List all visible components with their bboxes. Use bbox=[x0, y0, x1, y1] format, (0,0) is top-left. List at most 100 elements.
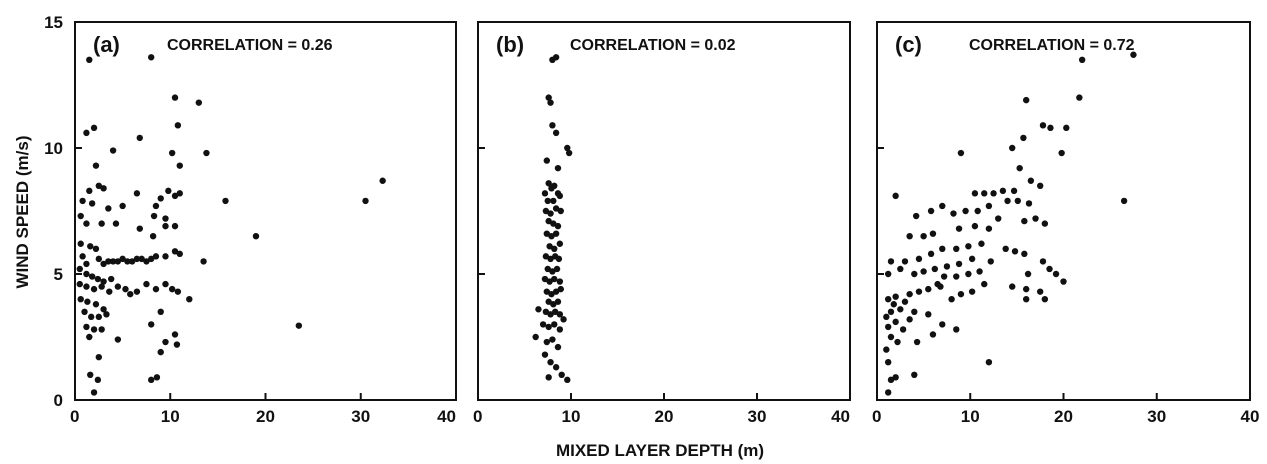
data-point bbox=[940, 273, 948, 280]
data-point bbox=[138, 255, 145, 263]
data-point bbox=[90, 285, 98, 293]
data-point bbox=[556, 192, 564, 200]
data-point bbox=[1039, 258, 1047, 265]
data-point bbox=[565, 149, 573, 157]
data-point bbox=[1020, 134, 1027, 142]
data-point bbox=[95, 313, 103, 321]
data-point bbox=[892, 293, 899, 300]
data-point bbox=[1024, 270, 1032, 278]
panel-label: (b) bbox=[496, 32, 524, 57]
data-point bbox=[90, 124, 98, 132]
data-point bbox=[100, 306, 107, 313]
data-point bbox=[92, 301, 100, 308]
data-point bbox=[176, 190, 183, 197]
y-axis-label: WIND SPEED (m/s) bbox=[13, 135, 32, 288]
data-point bbox=[112, 220, 120, 227]
data-point bbox=[915, 255, 923, 263]
data-point bbox=[927, 250, 935, 258]
data-point bbox=[912, 212, 920, 220]
data-point bbox=[92, 162, 100, 169]
data-point bbox=[95, 353, 103, 361]
data-point bbox=[884, 359, 892, 366]
data-point bbox=[1039, 122, 1047, 129]
data-point bbox=[171, 192, 179, 200]
data-point bbox=[541, 351, 549, 358]
y-tick-label: 15 bbox=[44, 13, 63, 32]
data-point bbox=[950, 210, 957, 217]
data-point bbox=[1130, 51, 1137, 58]
data-point bbox=[985, 202, 993, 210]
data-point bbox=[98, 220, 105, 227]
data-point bbox=[883, 346, 890, 353]
data-point bbox=[200, 258, 207, 265]
data-point bbox=[552, 129, 560, 137]
panels-group: 0 10 20 30 40 0 5 10 15 (a) CORRELATION = 0.26 0 10 2… bbox=[44, 13, 1259, 426]
data-point bbox=[551, 182, 558, 189]
data-point bbox=[76, 265, 83, 273]
data-point bbox=[152, 285, 160, 293]
data-point bbox=[165, 187, 172, 195]
data-point bbox=[906, 290, 913, 298]
data-point bbox=[1041, 220, 1049, 227]
data-point bbox=[897, 265, 904, 273]
data-point bbox=[911, 270, 918, 278]
data-point bbox=[995, 215, 1002, 222]
data-point bbox=[887, 258, 895, 265]
data-point bbox=[88, 200, 96, 207]
data-point bbox=[1063, 124, 1070, 132]
data-point bbox=[925, 311, 932, 318]
data-point bbox=[564, 144, 571, 152]
data-point bbox=[1025, 200, 1033, 207]
data-point bbox=[939, 245, 946, 252]
data-point bbox=[143, 280, 150, 288]
data-point bbox=[990, 190, 997, 197]
data-point bbox=[362, 197, 369, 205]
data-point bbox=[962, 207, 969, 215]
panel-a: 0 10 20 30 40 0 5 10 15 (a) CORRELATION = 0.26 bbox=[44, 13, 457, 426]
data-point bbox=[552, 230, 560, 237]
data-point bbox=[176, 250, 183, 258]
data-point bbox=[79, 197, 86, 205]
data-point bbox=[174, 122, 182, 129]
data-point bbox=[551, 321, 558, 328]
data-point bbox=[1022, 96, 1030, 104]
x-tick-label: 40 bbox=[1241, 407, 1260, 426]
data-point bbox=[887, 333, 895, 341]
data-point bbox=[87, 371, 94, 378]
data-point bbox=[554, 343, 562, 351]
data-point bbox=[953, 273, 960, 280]
data-point bbox=[109, 147, 117, 154]
data-point bbox=[978, 240, 985, 247]
data-point bbox=[557, 207, 564, 215]
data-point bbox=[957, 290, 965, 298]
x-tick-label: 0 bbox=[872, 407, 881, 426]
data-point bbox=[553, 265, 561, 273]
data-point bbox=[976, 268, 983, 275]
data-point bbox=[1002, 245, 1009, 252]
x-tick-label: 40 bbox=[437, 407, 456, 426]
data-point bbox=[83, 260, 90, 268]
data-point bbox=[937, 283, 944, 290]
data-point bbox=[143, 258, 150, 265]
data-point bbox=[150, 212, 158, 220]
data-point bbox=[899, 326, 907, 333]
data-point bbox=[931, 265, 939, 273]
x-tick-label: 20 bbox=[1054, 407, 1073, 426]
data-point bbox=[87, 243, 94, 250]
data-point bbox=[974, 207, 981, 215]
x-tick-label: 0 bbox=[473, 407, 482, 426]
data-point bbox=[532, 333, 539, 341]
data-point bbox=[929, 331, 937, 338]
data-point bbox=[90, 326, 98, 333]
data-point bbox=[83, 220, 90, 227]
data-point bbox=[552, 364, 560, 371]
panel-b: 0 10 20 30 40 (b) CORRELATION = 0.02 bbox=[473, 21, 851, 426]
data-point bbox=[884, 270, 892, 278]
data-point bbox=[929, 230, 937, 237]
data-point bbox=[554, 222, 562, 230]
data-point bbox=[1076, 94, 1083, 101]
data-point bbox=[883, 313, 890, 321]
data-point bbox=[906, 233, 913, 240]
data-point bbox=[556, 311, 564, 318]
data-point bbox=[168, 285, 176, 293]
